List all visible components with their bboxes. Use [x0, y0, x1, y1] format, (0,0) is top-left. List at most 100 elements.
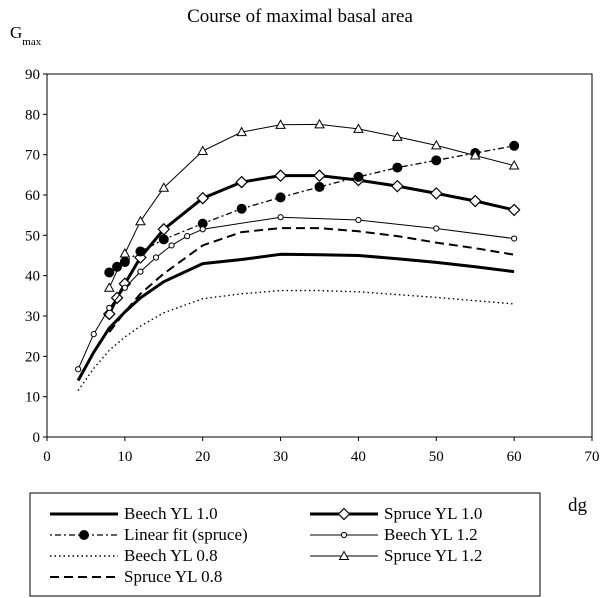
series-beech-yl-1-0	[76, 252, 515, 382]
x-tick-label: 40	[351, 449, 366, 465]
series-spruce-yl-0-8	[108, 227, 515, 333]
y-axis-label-sub: max	[22, 36, 41, 48]
legend-entry-beech-yl-1-0: Beech YL 1.0	[50, 504, 218, 523]
marker-diamond	[391, 179, 404, 193]
x-tick-label: 50	[429, 449, 444, 465]
series-line	[108, 227, 515, 333]
marker-open-circle	[90, 331, 97, 338]
marker-filled-circle	[275, 192, 286, 203]
marker-filled-circle	[236, 203, 247, 214]
marker-diamond	[313, 169, 326, 182]
marker-open-circle	[184, 233, 191, 240]
y-tick-label: 20	[25, 349, 40, 365]
y-tick-label: 80	[25, 107, 40, 123]
plot-frame	[46, 73, 593, 438]
marker-filled-circle	[135, 246, 146, 257]
legend-box	[29, 492, 541, 597]
y-tick-label: 60	[25, 188, 40, 204]
marker-open-circle	[75, 366, 82, 373]
marker-diamond	[196, 191, 210, 205]
marker-open-triangle	[430, 139, 442, 150]
legend-entry-spruce-yl-1-2: Spruce YL 1.2	[310, 546, 482, 565]
y-axis-label: Gmax	[10, 23, 42, 48]
y-tick-label: 40	[25, 269, 40, 285]
marker-open-triangle	[103, 282, 115, 292]
series-line	[77, 289, 515, 392]
x-tick-label: 30	[273, 449, 288, 465]
x-tick-label: 60	[507, 449, 522, 465]
marker-open-circle	[340, 531, 348, 539]
y-tick-label: 30	[25, 309, 40, 325]
legend-entry-beech-yl-1-2: Beech YL 1.2	[310, 525, 478, 544]
axes: 0 10 20 30 40 50 60 70 0 10 20 30 40 50 60 70 80 90	[25, 67, 600, 465]
series-spruce-yl-1-0	[102, 169, 521, 321]
series-line	[107, 174, 515, 315]
series-layer	[75, 118, 521, 392]
marker-open-triangle	[353, 123, 364, 133]
legend-label: Spruce YL 0.8	[124, 567, 222, 586]
chart-title: Course of maximal basal area	[187, 6, 413, 27]
legend-entry-spruce-yl-0-8: Spruce YL 0.8	[50, 567, 222, 586]
marker-open-circle	[199, 226, 206, 233]
legend: Beech YL 1.0 Spruce YL 1.0 Linear fit (spr…	[29, 492, 541, 597]
x-tick-label: 70	[585, 449, 600, 465]
x-tick-label: 20	[195, 449, 210, 465]
series-line	[77, 216, 515, 370]
marker-open-triangle	[135, 215, 146, 226]
marker-diamond	[102, 307, 116, 321]
marker-filled-circle	[392, 162, 403, 173]
legend-label: Beech YL 1.2	[384, 525, 478, 544]
series-spruce-yl-1-2	[103, 118, 520, 292]
marker-open-triangle	[338, 550, 350, 560]
series-beech-yl-0-8	[77, 289, 515, 392]
marker-open-triangle	[508, 160, 520, 170]
legend-label: Spruce YL 1.0	[384, 504, 482, 523]
marker-open-circle	[433, 225, 440, 232]
marker-filled-circle	[431, 155, 442, 166]
marker-filled-circle	[158, 234, 169, 245]
legend-entry-linear-fit-spruce: Linear fit (spruce)	[50, 525, 248, 544]
legend-label: Spruce YL 1.2	[384, 546, 482, 565]
marker-open-triangle	[275, 119, 286, 129]
series-line	[76, 252, 515, 382]
marker-open-circle	[511, 235, 518, 242]
marker-open-circle	[168, 242, 175, 249]
marker-open-triangle	[392, 131, 403, 141]
marker-filled-circle	[353, 171, 364, 182]
x-axis-label: dg	[568, 495, 588, 516]
marker-filled-circle	[509, 140, 520, 151]
marker-diamond	[429, 187, 443, 200]
marker-diamond	[468, 194, 482, 208]
marker-open-triangle	[314, 118, 325, 129]
marker-open-circle	[152, 254, 160, 261]
marker-open-triangle	[197, 145, 209, 156]
marker-open-circle	[121, 284, 128, 291]
x-tick-label: 10	[117, 449, 132, 465]
y-axis-label-main: G	[10, 23, 22, 42]
marker-filled-circle	[79, 530, 89, 540]
marker-open-triangle	[119, 247, 131, 258]
y-tick-label: 50	[25, 228, 40, 244]
marker-diamond	[507, 203, 521, 217]
marker-open-circle	[355, 216, 362, 224]
x-tick-label: 0	[43, 449, 51, 465]
marker-filled-circle	[314, 181, 325, 192]
marker-open-triangle	[158, 182, 170, 192]
marker-filled-circle	[104, 267, 115, 278]
legend-label: Linear fit (spruce)	[124, 525, 248, 544]
marker-diamond	[235, 175, 248, 189]
marker-open-triangle	[236, 126, 247, 137]
y-tick-label: 90	[25, 67, 40, 83]
marker-filled-circle	[119, 256, 130, 267]
marker-open-circle	[137, 268, 144, 275]
marker-open-circle	[277, 214, 284, 221]
legend-entry-spruce-yl-1-0: Spruce YL 1.0	[310, 504, 482, 523]
legend-entry-beech-yl-0-8: Beech YL 0.8	[50, 546, 218, 565]
y-tick-label: 10	[25, 390, 40, 406]
legend-label: Beech YL 0.8	[124, 546, 218, 565]
marker-open-circle	[106, 304, 113, 312]
series-linear-fit-spruce	[104, 140, 520, 278]
marker-open-triangle	[469, 149, 481, 160]
series-beech-yl-1-2	[75, 214, 518, 373]
